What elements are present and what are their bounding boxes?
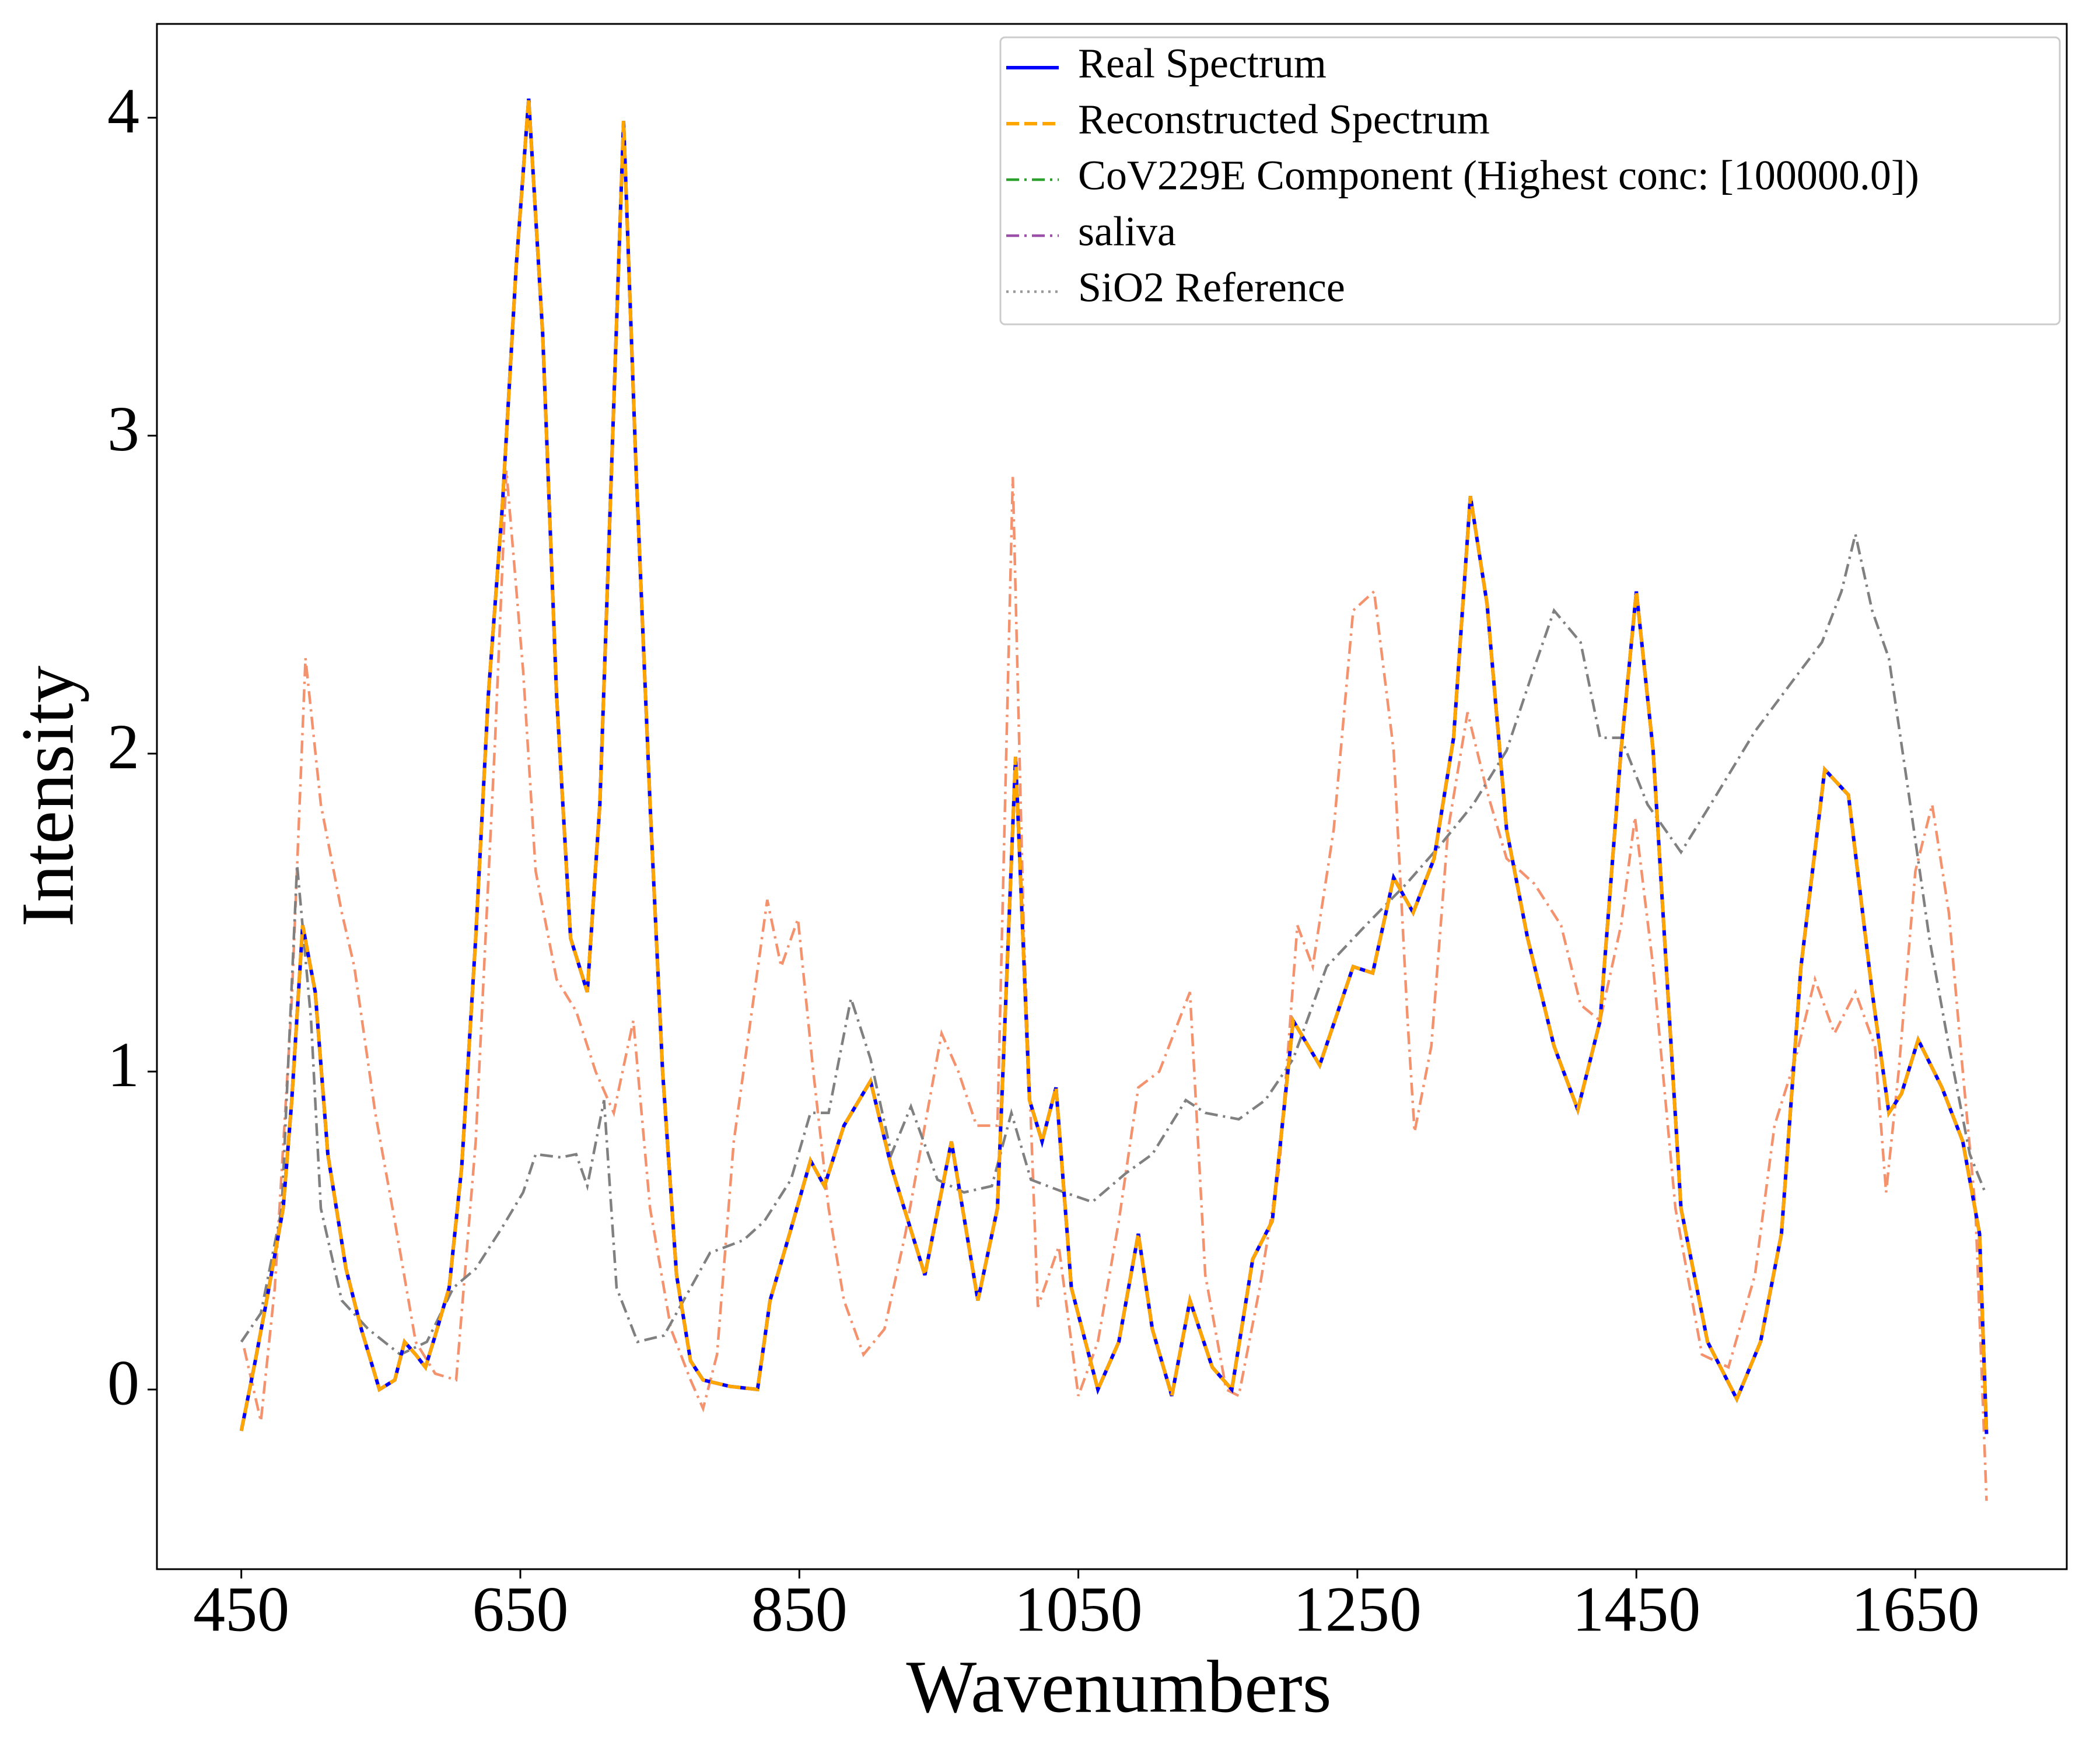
x-tick-label: 1250	[1293, 1573, 1422, 1644]
plot-frame	[156, 23, 2068, 1570]
x-tick-label: 850	[751, 1573, 848, 1644]
legend-label: CoV229E Component (Highest conc: [100000…	[1078, 152, 1919, 199]
x-tick-label: 450	[193, 1573, 289, 1644]
legend-label: saliva	[1078, 208, 1176, 255]
legend-label: SiO2 Reference	[1078, 264, 1345, 311]
x-tick-label: 1650	[1852, 1573, 1980, 1644]
y-tick-label: 3	[107, 393, 139, 464]
y-tick-label: 4	[107, 75, 139, 146]
y-axis-label: Intensity	[6, 666, 89, 927]
legend-label: Real Spectrum	[1078, 40, 1326, 87]
series-line	[240, 534, 1987, 1356]
x-axis-label: Wavenumbers	[907, 1645, 1332, 1728]
legend-box	[999, 36, 2061, 326]
y-tick-label: 2	[107, 711, 139, 782]
series-line	[243, 470, 1988, 1501]
x-tick-label: 1450	[1572, 1573, 1700, 1644]
x-tick-label: 1050	[1014, 1573, 1143, 1644]
y-tick-label: 0	[107, 1347, 139, 1418]
legend-label: Reconstructed Spectrum	[1078, 96, 1490, 143]
y-tick-label: 1	[107, 1029, 139, 1100]
series-line	[239, 98, 1989, 1434]
x-tick-label: 650	[472, 1573, 568, 1644]
